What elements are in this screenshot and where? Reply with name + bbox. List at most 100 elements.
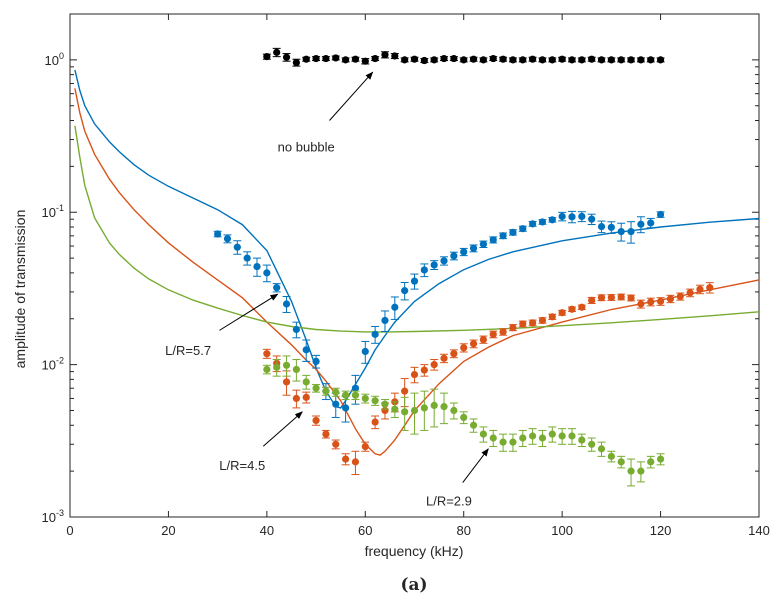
data-point	[489, 434, 497, 442]
data-point	[371, 397, 379, 405]
data-point	[430, 56, 438, 64]
data-point	[499, 232, 507, 240]
data-point	[637, 220, 645, 228]
data-point	[391, 303, 399, 311]
y-axis-ticks: 10-3 10-2 10-1 100	[42, 13, 759, 525]
data-point	[538, 218, 547, 226]
data-point	[696, 285, 704, 293]
data-point	[292, 58, 300, 67]
data-point	[420, 266, 428, 274]
data-point	[302, 378, 310, 386]
data-point	[548, 216, 556, 224]
data-point	[676, 292, 684, 301]
data-point	[558, 432, 566, 440]
figure-caption: (a)	[400, 575, 427, 595]
data-point	[479, 240, 487, 248]
data-point	[342, 404, 350, 412]
data-point	[302, 346, 310, 354]
data-point	[312, 54, 320, 63]
data-point	[460, 344, 468, 352]
data-point	[381, 316, 389, 325]
data-point	[519, 320, 527, 328]
data-point	[273, 363, 281, 371]
data-point	[499, 55, 507, 63]
data-point	[410, 406, 419, 415]
data-point	[332, 388, 340, 396]
y-tick-label: 10-2	[42, 356, 64, 373]
data-point	[381, 400, 389, 408]
data-point	[302, 393, 310, 401]
data-point	[460, 56, 468, 64]
data-point	[273, 48, 281, 56]
data-point	[607, 293, 615, 302]
data-point	[292, 394, 300, 403]
data-point	[578, 212, 586, 221]
x-tick-label: 60	[358, 523, 372, 538]
data-point	[499, 438, 507, 446]
fit-curve-2	[74, 125, 760, 333]
data-point	[647, 298, 655, 306]
data-point	[558, 212, 566, 221]
data-point	[597, 294, 606, 302]
axes-frame	[69, 13, 760, 518]
data-point	[282, 378, 291, 386]
point-series-0	[262, 47, 665, 67]
y-tick-label: 100	[45, 51, 64, 68]
point-series-1	[213, 210, 665, 423]
data-point	[401, 408, 409, 416]
x-tick-label: 100	[551, 523, 573, 538]
data-point	[656, 210, 665, 219]
data-point	[548, 313, 556, 321]
data-point	[223, 235, 232, 243]
data-point	[282, 361, 291, 369]
data-point	[420, 366, 428, 374]
x-tick-label: 120	[650, 523, 672, 538]
x-tick-label: 80	[456, 523, 470, 538]
data-point	[450, 54, 458, 63]
data-point	[302, 55, 310, 63]
data-point	[637, 467, 645, 475]
annotation-arrow	[219, 293, 279, 331]
data-point	[371, 418, 379, 426]
annotation-arrow	[262, 411, 303, 447]
data-point	[312, 416, 320, 425]
data-point	[519, 56, 527, 64]
data-point	[607, 223, 615, 231]
data-point	[637, 300, 645, 308]
data-point	[548, 56, 556, 64]
data-point	[538, 316, 547, 325]
data-point	[597, 56, 606, 64]
plot-frame	[69, 13, 760, 518]
x-tick-label: 0	[66, 523, 73, 538]
data-point	[538, 434, 547, 442]
data-point	[282, 300, 291, 308]
x-tick-label: 40	[260, 523, 274, 538]
data-point	[607, 56, 615, 64]
data-point	[627, 56, 635, 64]
data-point	[243, 254, 251, 262]
data-point	[214, 230, 222, 238]
data-point	[509, 323, 517, 332]
data-point	[588, 55, 596, 63]
data-point	[322, 54, 330, 63]
data-point	[529, 220, 537, 228]
data-point	[647, 458, 655, 466]
annotation-label: L/R=2.9	[426, 494, 472, 509]
data-point	[617, 227, 625, 236]
data-point	[292, 325, 300, 334]
data-point	[361, 347, 369, 356]
data-point	[410, 371, 419, 379]
data-point	[351, 458, 360, 466]
data-point	[342, 455, 350, 463]
data-point	[332, 54, 340, 62]
data-point	[656, 297, 665, 305]
data-point	[479, 430, 487, 438]
data-point	[479, 56, 487, 64]
data-point	[282, 53, 291, 61]
data-point	[529, 319, 537, 327]
y-tick-label: 10-3	[42, 508, 64, 525]
data-point	[263, 365, 271, 374]
data-point	[460, 413, 468, 422]
data-point	[617, 458, 625, 466]
data-point	[391, 405, 399, 413]
